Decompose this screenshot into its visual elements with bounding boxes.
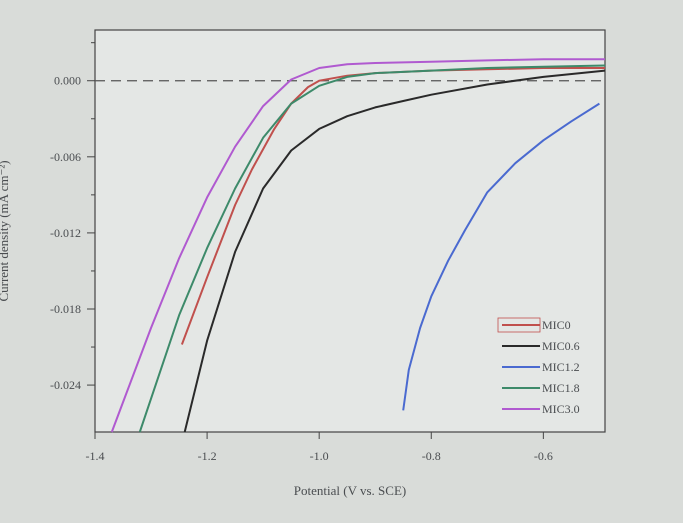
series-line-mic1-2 (402, 102, 600, 411)
series-line-mic0-6 (183, 69, 606, 433)
legend-label: MIC0.6 (542, 339, 580, 353)
y-tick-label: 0.000 (54, 74, 81, 88)
y-tick-label: -0.024 (50, 378, 81, 392)
x-tick-label: -1.4 (86, 449, 105, 463)
x-tick-label: -0.6 (534, 449, 553, 463)
legend-label: MIC1.2 (542, 360, 580, 374)
plot-area (94, 29, 606, 433)
x-tick-label: -1.2 (198, 449, 217, 463)
y-tick-label: -0.012 (50, 226, 81, 240)
y-tick-label: -0.018 (50, 302, 81, 316)
series-line-mic0 (180, 67, 605, 345)
x-tick-label: -1.0 (310, 449, 329, 463)
x-tick-label: -0.8 (422, 449, 441, 463)
y-tick-label: -0.006 (50, 150, 81, 164)
y-axis-label: Current density (mA cm⁻²) (0, 160, 11, 301)
series-line-mic1-8 (138, 64, 606, 433)
legend-label: MIC1.8 (542, 381, 580, 395)
series-line-mic3-0 (110, 58, 605, 433)
legend-label: MIC0 (542, 318, 571, 332)
x-axis-label: Potential (V vs. SCE) (294, 483, 406, 498)
legend-label: MIC3.0 (542, 402, 580, 416)
legend: MIC0 MIC0.6 MIC1.2 MIC1.8 MIC3.0 (497, 317, 580, 416)
